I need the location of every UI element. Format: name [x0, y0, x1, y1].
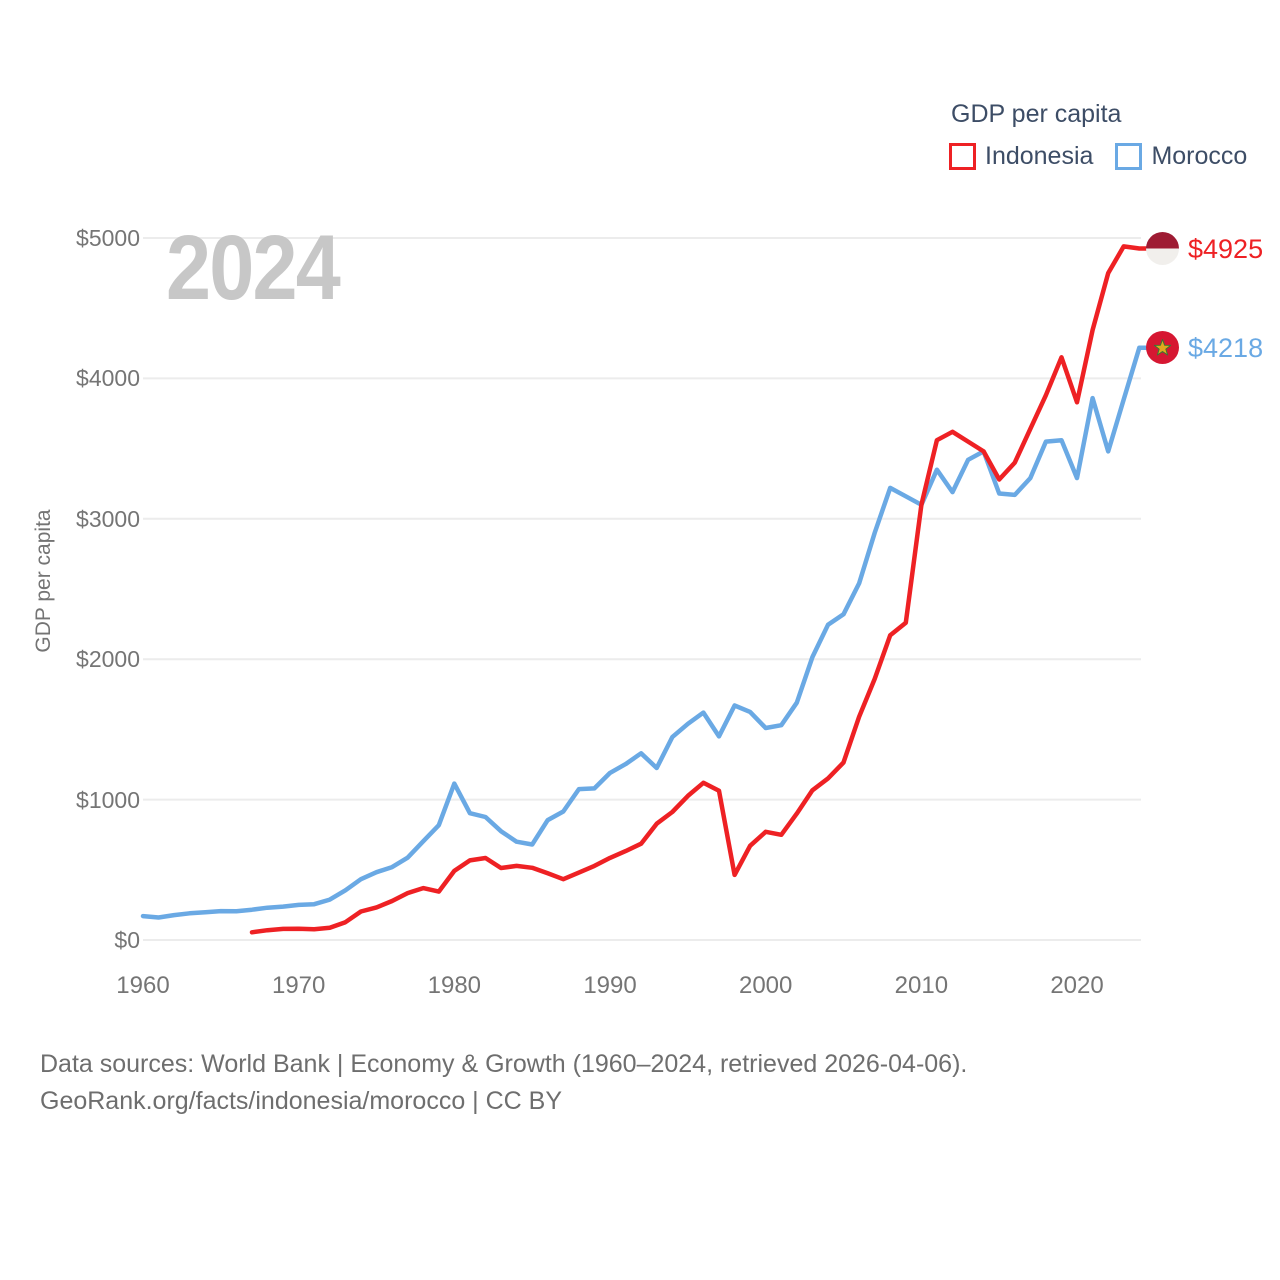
indonesia-line-series[interactable]: [249, 244, 1151, 935]
x-tick-label: 1990: [583, 972, 637, 999]
y-tick-label: $0: [114, 927, 140, 953]
legend-item-morocco[interactable]: Morocco: [1115, 142, 1247, 171]
indonesia-end-label: $4925: [1146, 232, 1263, 266]
x-tick-label: 1960: [116, 972, 170, 999]
x-tick-label: 1980: [427, 972, 482, 999]
y-tick-label: $5000: [76, 225, 140, 251]
morocco-end-value: $4218: [1188, 332, 1264, 363]
legend: GDP per capita Indonesia Morocco: [949, 100, 1247, 171]
y-tick-label: $4000: [76, 365, 140, 392]
y-tick-label: $2000: [76, 646, 140, 673]
year-watermark: 2024: [166, 217, 341, 319]
y-tick-label: $3000: [76, 505, 140, 532]
morocco-end-label: $4218: [1146, 331, 1263, 365]
footer-line-2: GeoRank.org/facts/indonesia/morocco | CC…: [40, 1087, 563, 1115]
legend-items: Indonesia Morocco: [949, 142, 1247, 171]
x-tick-label: 2020: [1050, 972, 1104, 999]
indonesia-end-value: $4925: [1188, 233, 1264, 264]
data-source-footer: Data sources: World Bank | Economy & Gro…: [40, 1046, 967, 1120]
legend-title: GDP per capita: [951, 100, 1122, 128]
x-tick-label: 2010: [894, 972, 949, 999]
pentagram-star-icon: [1153, 339, 1172, 356]
footer-line-1: Data sources: World Bank | Economy & Gro…: [40, 1050, 968, 1078]
indonesia-swatch-icon: [949, 143, 976, 170]
morocco-swatch-icon: [1115, 143, 1143, 170]
legend-item-label: Indonesia: [985, 142, 1094, 170]
morocco-line-series[interactable]: [140, 345, 1151, 920]
x-tick-label: 1970: [271, 972, 326, 999]
y-tick-label: $1000: [76, 786, 140, 813]
morocco-flag-icon: [1146, 331, 1179, 365]
x-tick-label: 2000: [738, 972, 793, 999]
legend-item-indonesia[interactable]: Indonesia: [949, 142, 1093, 171]
legend-item-label: Morocco: [1151, 142, 1248, 170]
indonesia-flag-icon: [1146, 232, 1179, 266]
